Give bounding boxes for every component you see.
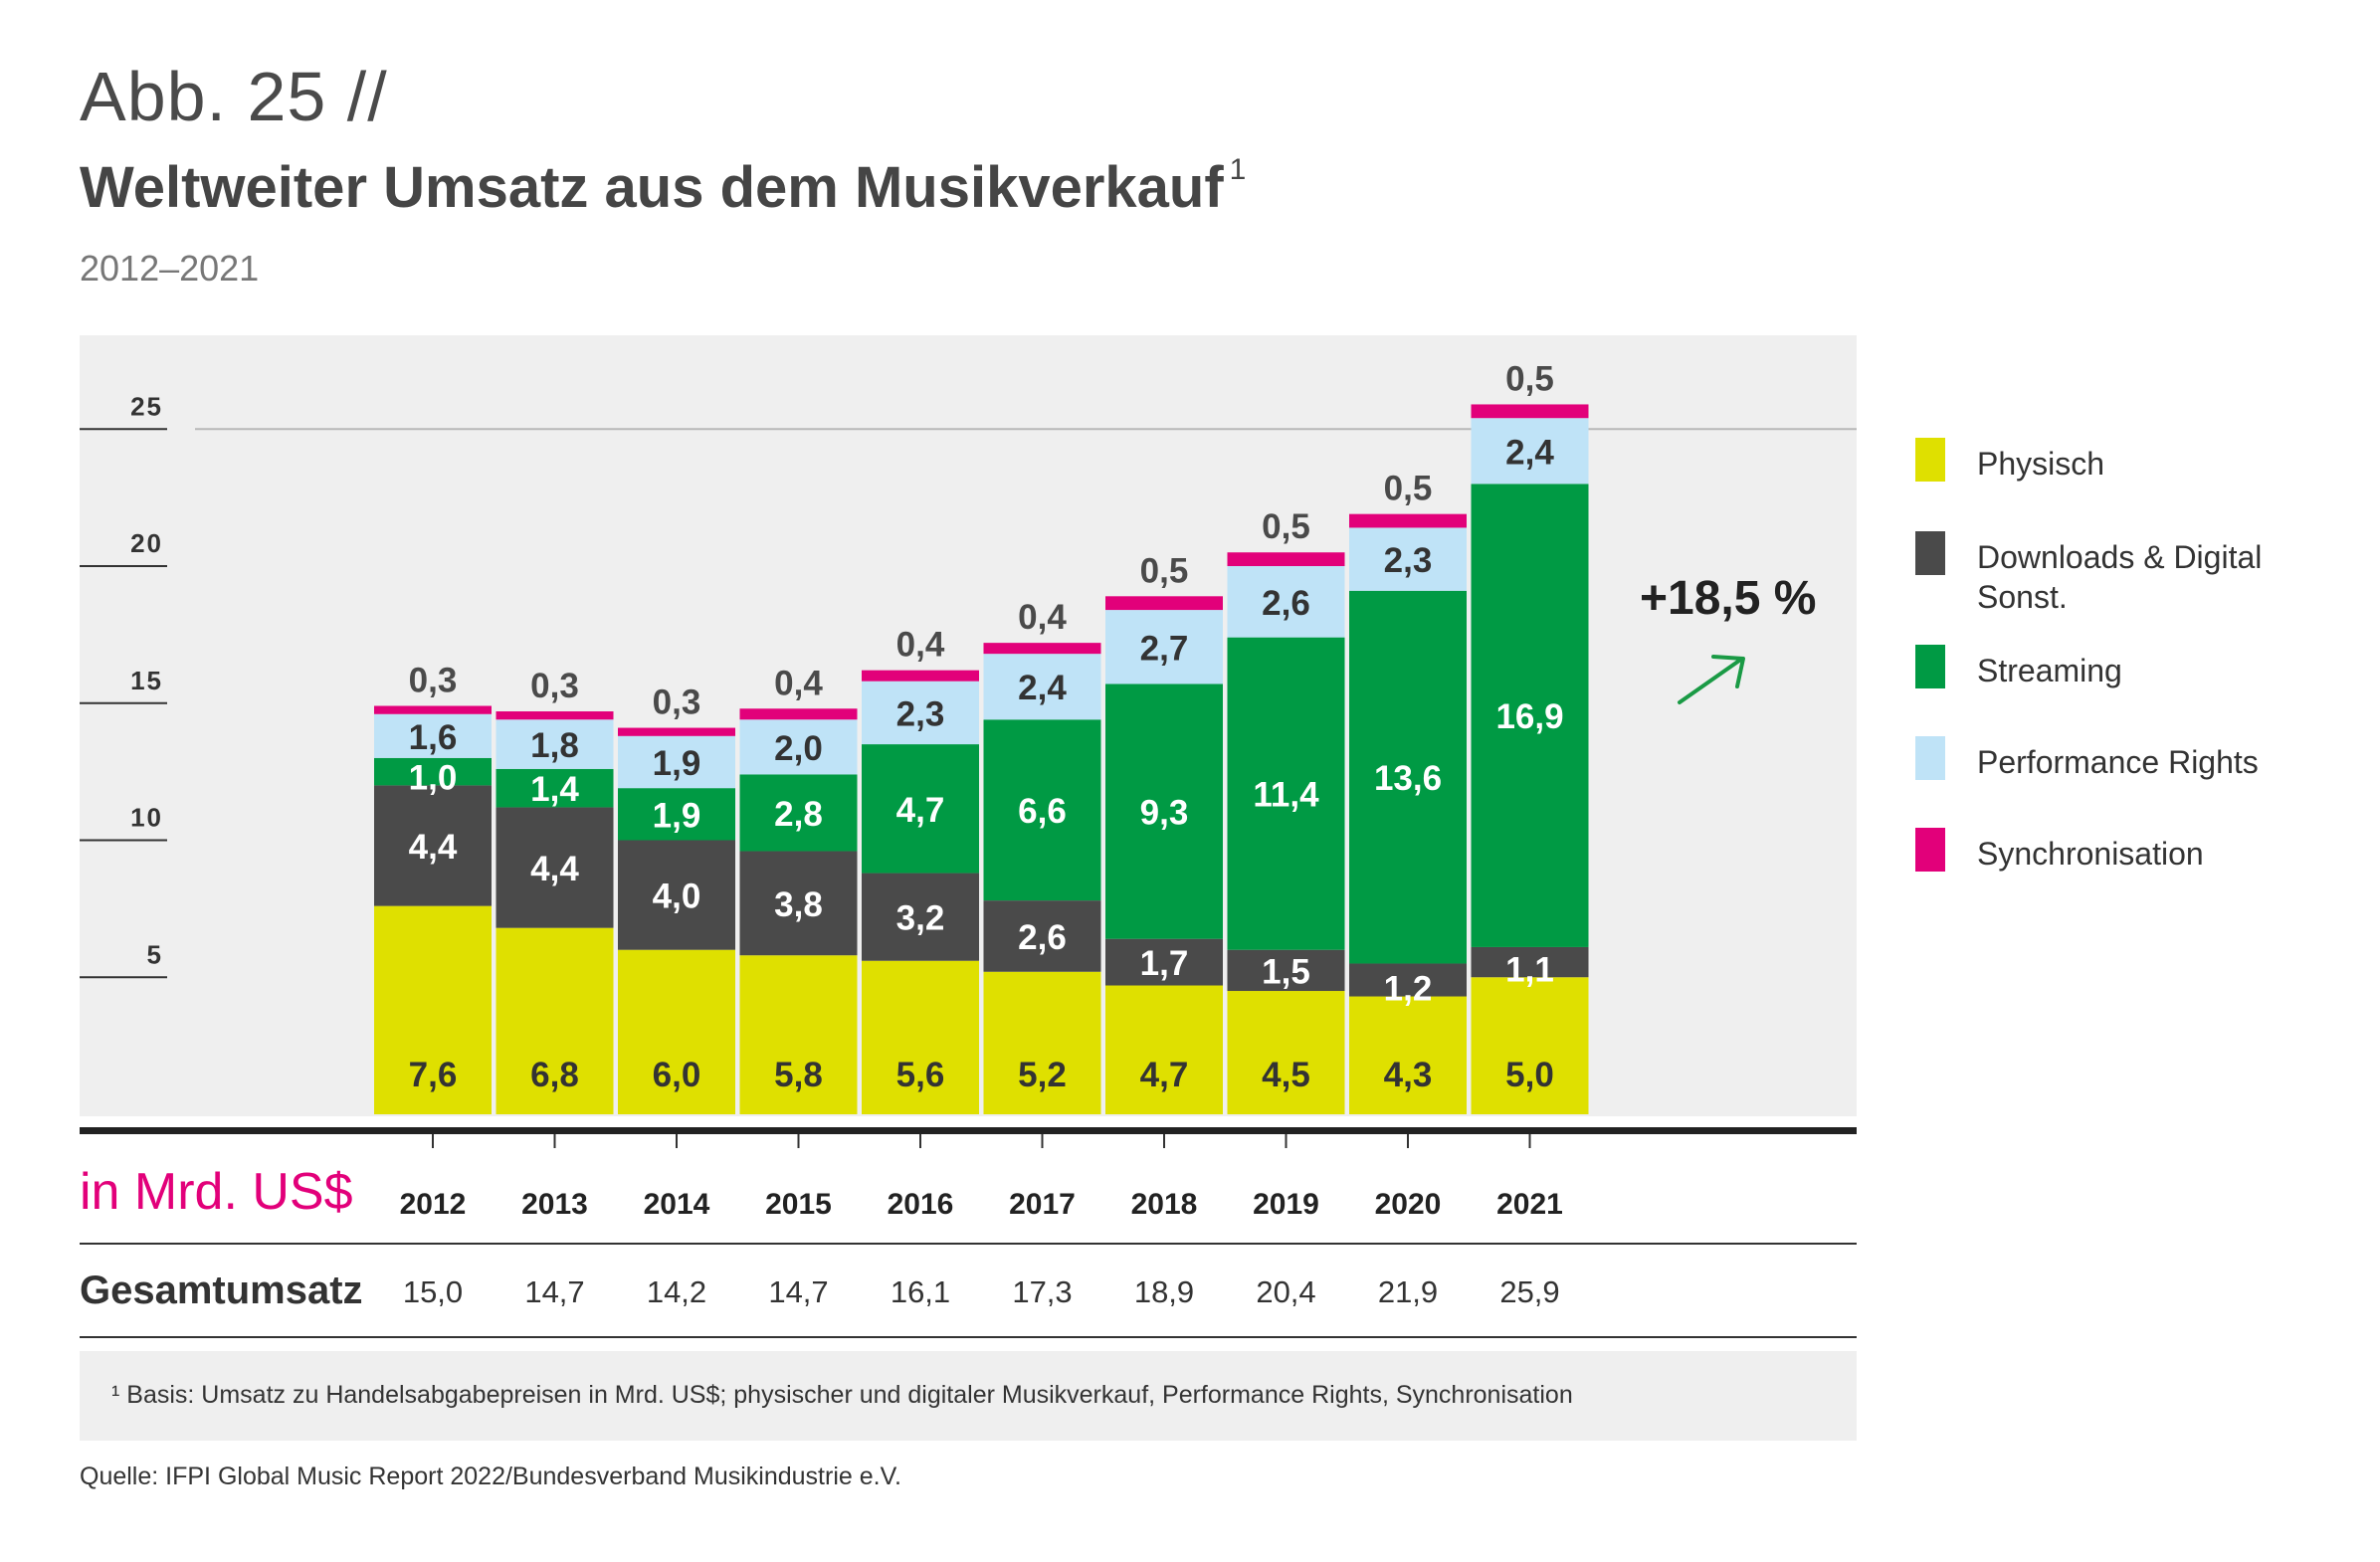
- source-note: Quelle: IFPI Global Music Report 2022/Bu…: [80, 1463, 901, 1490]
- x-tick-label-2019: 2019: [1253, 1188, 1319, 1221]
- total-value-2019: 20,4: [1256, 1274, 1315, 1309]
- chart-title-text: Weltweiter Umsatz aus dem Musikverkauf: [80, 155, 1224, 220]
- total-value-2017: 17,3: [1012, 1274, 1072, 1309]
- figure-label: Abb. 25 //: [80, 58, 388, 135]
- unit-label: in Mrd. US$: [80, 1163, 353, 1221]
- legend-swatch: [1915, 828, 1945, 872]
- total-value-2012: 15,0: [403, 1274, 463, 1309]
- x-tick-label-2016: 2016: [888, 1188, 954, 1221]
- total-value-2018: 18,9: [1134, 1274, 1194, 1309]
- legend-label: Downloads & Digital Sonst.: [1977, 539, 2263, 615]
- total-value-2021: 25,9: [1499, 1274, 1559, 1309]
- legend-label: Physisch: [1977, 446, 2105, 482]
- chart-title: Weltweiter Umsatz aus dem Musikverkauf 1: [80, 155, 1246, 217]
- legend-label: Performance Rights: [1977, 744, 2259, 780]
- chart-panel: [80, 335, 1857, 1116]
- legend-label: Streaming: [1977, 653, 2122, 688]
- total-value-2016: 16,1: [891, 1274, 950, 1309]
- total-value-2013: 14,7: [524, 1274, 584, 1309]
- x-tick-label-2015: 2015: [765, 1188, 832, 1221]
- legend-swatch: [1915, 736, 1945, 780]
- x-tick-label-2013: 2013: [521, 1188, 588, 1221]
- legend-swatch: [1915, 531, 1945, 575]
- footnote: ¹ Basis: Umsatz zu Handelsabgabepreisen …: [111, 1381, 1573, 1409]
- legend-label: Synchronisation: [1977, 836, 2204, 872]
- x-tick-label-2017: 2017: [1009, 1188, 1076, 1221]
- legend-swatch: [1915, 438, 1945, 482]
- total-value-2020: 21,9: [1378, 1274, 1438, 1309]
- title-footnote-mark: 1: [1229, 153, 1247, 186]
- x-tick-label-2012: 2012: [400, 1188, 467, 1221]
- chart-subtitle: 2012–2021: [80, 248, 260, 289]
- totals-row-label: Gesamtumsatz: [80, 1269, 363, 1312]
- total-value-2014: 14,2: [647, 1274, 706, 1309]
- x-tick-label-2018: 2018: [1131, 1188, 1198, 1221]
- growth-annotation: +18,5 %: [1640, 572, 1817, 625]
- legend-swatch: [1915, 645, 1945, 688]
- x-tick-label-2020: 2020: [1375, 1188, 1442, 1221]
- total-value-2015: 14,7: [768, 1274, 828, 1309]
- x-axis-baseline: [80, 1127, 1857, 1134]
- footnote-box: [80, 1351, 1857, 1441]
- x-tick-label-2014: 2014: [644, 1188, 710, 1221]
- x-tick-label-2021: 2021: [1496, 1188, 1563, 1221]
